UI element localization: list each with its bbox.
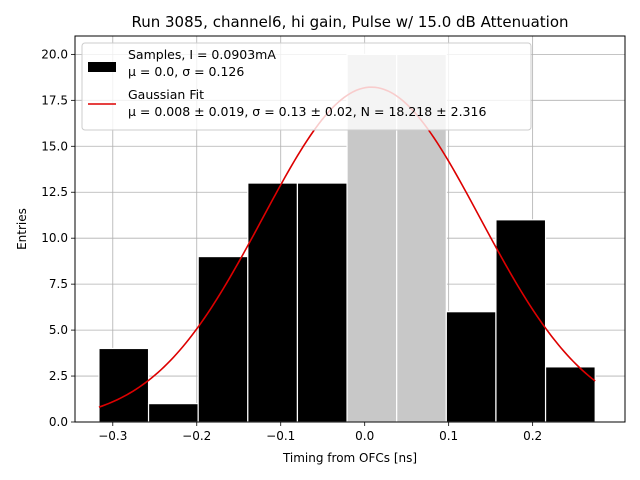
y-tick-label: 2.5 — [49, 369, 68, 383]
y-tick-label: 10.0 — [41, 231, 68, 245]
x-axis-ticks: −0.3 −0.2 −0.1 0.0 0.1 0.2 — [98, 422, 542, 443]
x-tick-label: −0.1 — [266, 429, 295, 443]
x-tick-label: 0.1 — [439, 429, 458, 443]
x-tick-label: 0.0 — [355, 429, 374, 443]
legend-samples-line1: Samples, I = 0.0903mA — [128, 47, 276, 62]
histogram-bar — [247, 182, 299, 423]
histogram-bar — [445, 311, 497, 423]
y-tick-label: 20.0 — [41, 47, 68, 61]
legend-patch-samples — [88, 62, 116, 72]
legend-box — [81, 42, 532, 131]
legend-fit-line1: Gaussian Fit — [128, 87, 204, 102]
histogram-bar — [98, 347, 150, 423]
x-axis-label: Timing from OFCs [ns] — [282, 451, 417, 465]
y-tick-label: 15.0 — [41, 139, 68, 153]
y-tick-label: 17.5 — [41, 93, 68, 107]
y-tick-label: 7.5 — [49, 277, 68, 291]
y-tick-label: 5.0 — [49, 323, 68, 337]
histogram-bar — [296, 182, 348, 423]
y-axis-ticks: 0.0 2.5 5.0 7.5 10.0 12.5 15.0 17.5 20.0 — [41, 47, 75, 429]
y-axis-label: Entries — [15, 208, 29, 250]
legend-samples-line2: μ = 0.0, σ = 0.126 — [128, 64, 244, 79]
histogram-bar — [495, 219, 547, 423]
legend-fit-line2: μ = 0.008 ± 0.019, σ = 0.13 ± 0.02, N = … — [128, 104, 486, 119]
y-tick-label: 0.0 — [49, 415, 68, 429]
y-tick-label: 12.5 — [41, 185, 68, 199]
x-tick-label: 0.2 — [523, 429, 542, 443]
plot-frame — [74, 35, 626, 423]
chart-title: Run 3085, channel6, hi gain, Pulse w/ 15… — [131, 13, 568, 31]
legend: Samples, I = 0.0903mA μ = 0.0, σ = 0.126… — [81, 42, 532, 131]
x-tick-label: −0.2 — [182, 429, 211, 443]
histogram-bar — [544, 366, 596, 423]
x-tick-label: −0.3 — [98, 429, 127, 443]
histogram-bar — [197, 255, 249, 423]
histogram-bar — [147, 403, 199, 423]
